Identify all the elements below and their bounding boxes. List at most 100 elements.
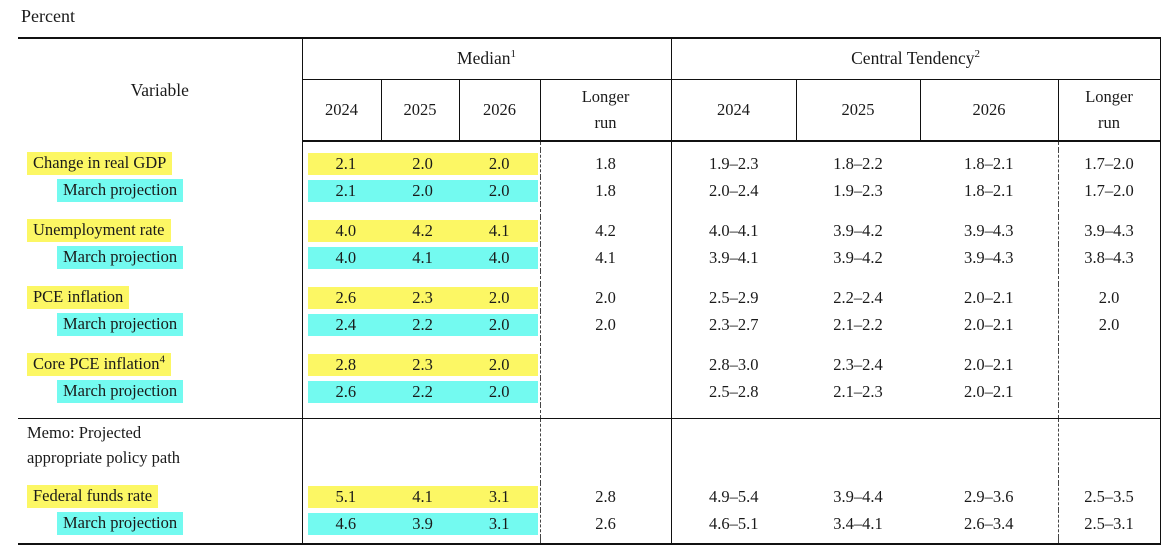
ct-2026-value: 3.9–4.3 bbox=[964, 247, 1014, 267]
ct-longer-run-header: Longer run bbox=[1057, 79, 1161, 142]
longer-run-label: Longer run bbox=[581, 87, 630, 132]
median-values: 4.0 4.2 4.1 bbox=[307, 219, 538, 242]
ct-2025-value: 2.1–2.3 bbox=[833, 381, 883, 401]
ct-longer-run-value: 1.7–2.0 bbox=[1057, 150, 1161, 177]
ct-longer-run-value: 2.0 bbox=[1057, 311, 1161, 338]
median-values: 2.6 2.2 2.0 bbox=[307, 380, 538, 403]
ct-2024-value: 2.3–2.7 bbox=[670, 311, 797, 338]
ct-2024-value: 4.9–5.4 bbox=[670, 483, 797, 510]
ct-2025-value: 1.8–2.2 bbox=[833, 153, 883, 173]
ct-2024-value: 2.5–2.9 bbox=[670, 284, 797, 311]
row-label: March projection bbox=[57, 313, 184, 336]
table-row-pce-inflation-march: March projection 2.4 2.2 2.0 2.0 2.3–2.7 2… bbox=[18, 311, 1161, 338]
ct-longer-run-value bbox=[1057, 378, 1161, 405]
row-label: March projection bbox=[57, 380, 184, 403]
spacer-row bbox=[18, 405, 1161, 418]
row-label: PCE inflation bbox=[27, 286, 130, 309]
row-label: March projection bbox=[57, 179, 184, 202]
spacer-row bbox=[18, 537, 1161, 544]
spacer-row bbox=[18, 141, 1161, 150]
ct-2025-value: 2.1–2.2 bbox=[833, 314, 883, 334]
header-year-row: 2024 2025 2026 Longer run 2024 2025 2026… bbox=[18, 79, 1161, 142]
unit-label: Percent bbox=[21, 6, 75, 26]
ct-2025-value: 3.4–4.1 bbox=[833, 513, 883, 533]
table-row-gdp-march: March projection 2.1 2.0 2.0 1.8 2.0–2.4 1… bbox=[18, 177, 1161, 204]
median-year-2025-header: 2025 bbox=[380, 79, 459, 142]
median-values: 4.6 3.9 3.1 bbox=[307, 512, 538, 535]
ct-longer-run-value bbox=[1057, 351, 1161, 378]
central-tendency-header-label: Central Tendency bbox=[851, 48, 975, 69]
median-year-2026-header: 2026 bbox=[458, 79, 540, 142]
ct-2024-value: 3.9–4.1 bbox=[670, 244, 797, 271]
ct-2026-value: 2.9–3.6 bbox=[964, 486, 1014, 506]
longer-run-label: Longer run bbox=[1085, 87, 1133, 132]
median-longer-run-header: Longer run bbox=[539, 79, 672, 142]
spacer-row bbox=[18, 271, 1161, 284]
ct-2026-value: 2.6–3.4 bbox=[964, 513, 1014, 533]
ct-longer-run-value: 2.5–3.5 bbox=[1057, 483, 1161, 510]
row-label: Federal funds rate bbox=[27, 485, 159, 508]
table-row-gdp: Change in real GDP 2.1 2.0 2.0 1.8 1.9–2.3… bbox=[18, 150, 1161, 177]
ct-longer-run-value: 1.7–2.0 bbox=[1057, 177, 1161, 204]
ct-longer-run-value: 3.9–4.3 bbox=[1057, 217, 1161, 244]
column-header-median: Median1 bbox=[301, 38, 672, 80]
ct-2026-value: 1.8–2.1 bbox=[964, 180, 1014, 200]
ct-2024-value: 1.9–2.3 bbox=[670, 150, 797, 177]
ct-year-2026-header: 2026 bbox=[919, 79, 1059, 142]
ct-2025-value: 3.9–4.4 bbox=[833, 486, 883, 506]
ct-2025-value: 3.9–4.2 bbox=[833, 247, 883, 267]
median-longer-run-value: 2.8 bbox=[539, 483, 672, 510]
median-values: 2.1 2.0 2.0 bbox=[307, 152, 538, 175]
median-year-2024-header: 2024 bbox=[301, 79, 381, 142]
table-row-federal-funds-rate: Federal funds rate 5.1 4.1 3.1 2.8 4.9–5.4… bbox=[18, 483, 1161, 510]
ct-2026-value: 2.0–2.1 bbox=[964, 354, 1014, 374]
row-label: March projection bbox=[57, 246, 184, 269]
median-longer-run-value: 4.1 bbox=[539, 244, 672, 271]
spacer-row bbox=[18, 338, 1161, 351]
table-row-unemployment: Unemployment rate 4.0 4.2 4.1 4.2 4.0–4.1 … bbox=[18, 217, 1161, 244]
median-longer-run-value: 2.0 bbox=[539, 311, 672, 338]
ct-2025-value: 2.2–2.4 bbox=[833, 287, 883, 307]
ct-2024-value: 2.0–2.4 bbox=[670, 177, 797, 204]
ct-2025-value: 1.9–2.3 bbox=[833, 180, 883, 200]
median-values: 4.0 4.1 4.0 bbox=[307, 246, 538, 269]
column-header-central-tendency: Central Tendency2 bbox=[670, 38, 1161, 80]
ct-2026-value: 2.0–2.1 bbox=[964, 287, 1014, 307]
median-values: 5.1 4.1 3.1 bbox=[307, 485, 538, 508]
median-values: 2.4 2.2 2.0 bbox=[307, 313, 538, 336]
central-tendency-footnote-marker: 2 bbox=[974, 48, 980, 61]
ct-2024-value: 4.0–4.1 bbox=[670, 217, 797, 244]
row-label: Change in real GDP bbox=[27, 152, 173, 175]
median-longer-run-value: 1.8 bbox=[539, 177, 672, 204]
ct-year-2025-header: 2025 bbox=[795, 79, 921, 142]
ct-2026-value: 1.8–2.1 bbox=[964, 153, 1014, 173]
ct-longer-run-value: 2.0 bbox=[1057, 284, 1161, 311]
memo-label: Memo: Projected appropriate policy path bbox=[27, 422, 181, 467]
ct-2024-value: 2.8–3.0 bbox=[670, 351, 797, 378]
table-row-pce-inflation: PCE inflation 2.6 2.3 2.0 2.0 2.5–2.9 2.2–… bbox=[18, 284, 1161, 311]
row-label: Unemployment rate bbox=[27, 219, 171, 242]
median-longer-run-value bbox=[539, 351, 672, 378]
column-header-variable: Variable bbox=[18, 38, 303, 141]
median-longer-run-value: 4.2 bbox=[539, 217, 672, 244]
variable-header-label: Variable bbox=[130, 79, 189, 100]
median-values: 2.6 2.3 2.0 bbox=[307, 286, 538, 309]
median-header-label: Median bbox=[457, 48, 511, 69]
core-pce-footnote-marker: 4 bbox=[159, 353, 166, 366]
ct-longer-run-value: 2.5–3.1 bbox=[1057, 510, 1161, 537]
table-row-core-pce-inflation: Core PCE inflation4 2.8 2.3 2.0 2.8–3.0 2.… bbox=[18, 351, 1161, 378]
ct-2024-value: 2.5–2.8 bbox=[670, 378, 797, 405]
row-label: March projection bbox=[57, 512, 184, 535]
spacer-row bbox=[18, 470, 1161, 483]
table-row-memo: Memo: Projected appropriate policy path bbox=[18, 417, 1161, 470]
median-values: 2.8 2.3 2.0 bbox=[307, 353, 538, 376]
median-longer-run-value: 1.8 bbox=[539, 150, 672, 177]
table-row-unemployment-march: March projection 4.0 4.1 4.0 4.1 3.9–4.1 3… bbox=[18, 244, 1161, 271]
median-footnote-marker: 1 bbox=[510, 48, 517, 61]
table-row-federal-funds-rate-march: March projection 4.6 3.9 3.1 2.6 4.6–5.1 3… bbox=[18, 510, 1161, 537]
ct-2024-value: 4.6–5.1 bbox=[670, 510, 797, 537]
ct-longer-run-value: 3.8–4.3 bbox=[1057, 244, 1161, 271]
ct-2026-value: 2.0–2.1 bbox=[964, 381, 1014, 401]
median-longer-run-value: 2.6 bbox=[539, 510, 672, 537]
